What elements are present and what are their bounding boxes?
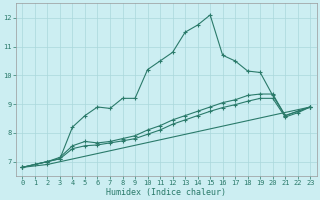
X-axis label: Humidex (Indice chaleur): Humidex (Indice chaleur)	[106, 188, 226, 197]
